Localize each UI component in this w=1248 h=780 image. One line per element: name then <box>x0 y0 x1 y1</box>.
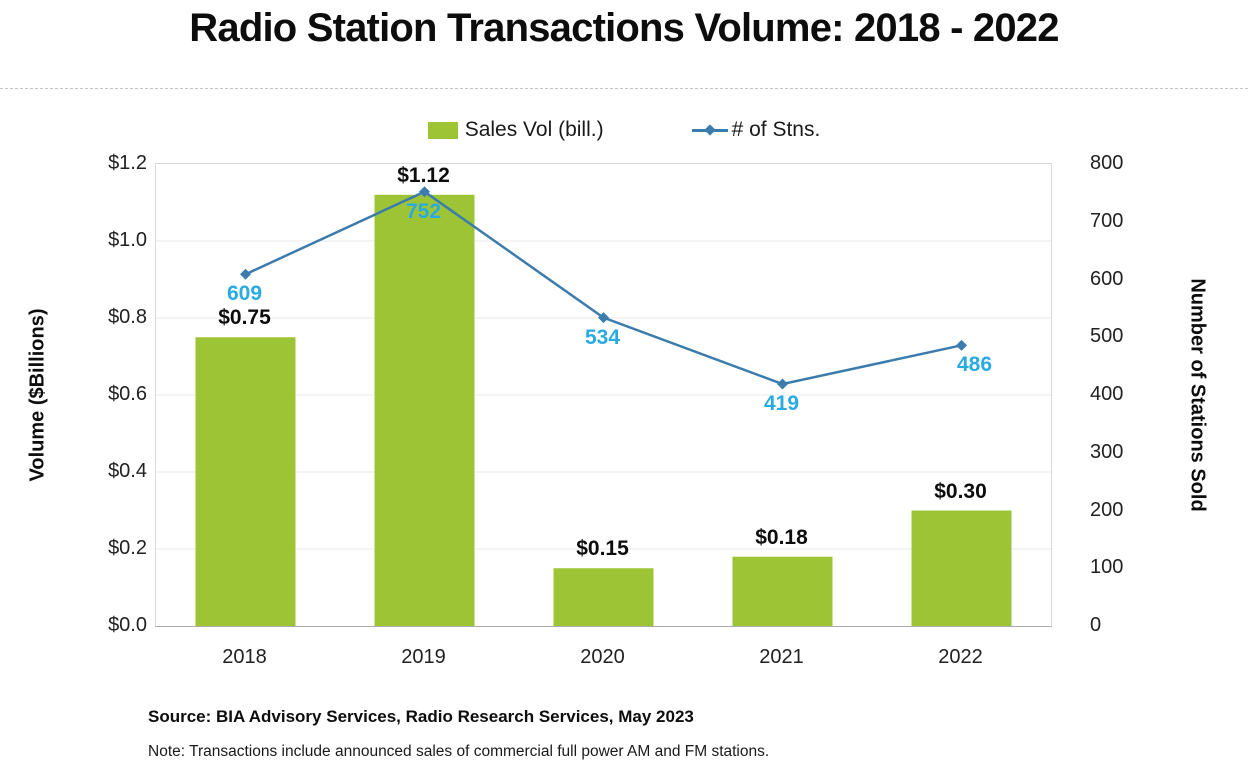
legend-label-stations: # of Stns. <box>731 118 821 141</box>
line-marker-2019 <box>419 186 430 198</box>
plot-canvas <box>156 186 1051 626</box>
right-axis-tick: 0 <box>1090 614 1102 636</box>
bar-value-label-2019: $1.12 <box>397 163 450 187</box>
left-axis-tick: $0.8 <box>108 306 147 328</box>
right-axis-tick: 100 <box>1090 556 1124 579</box>
chart-legend: Sales Vol (bill.) # of Stns. <box>0 118 1248 142</box>
source-text: Source: BIA Advisory Services, Radio Res… <box>148 707 694 726</box>
line-marker-2022 <box>956 339 967 351</box>
legend-item-sales-volume: Sales Vol (bill.) <box>427 118 604 142</box>
line-value-label-2020: 534 <box>584 325 621 349</box>
bar-2021 <box>732 556 833 626</box>
line-marker-2018 <box>240 268 251 280</box>
x-axis-label-2020: 2020 <box>580 646 625 668</box>
bar-value-label-2021: $0.18 <box>755 525 808 549</box>
bar-2020 <box>553 568 654 626</box>
legend-item-stations: # of Stns. <box>691 118 821 142</box>
plot-area <box>155 163 1052 627</box>
x-axis-label-2019: 2019 <box>401 646 446 668</box>
line-marker-2020 <box>598 312 609 324</box>
line-value-label-2021: 419 <box>763 392 800 416</box>
bar-value-label-2022: $0.30 <box>934 479 987 503</box>
legend-label-sales-volume: Sales Vol (bill.) <box>464 118 604 141</box>
right-axis-tick: 700 <box>1090 209 1124 232</box>
left-axis-tick: $1.0 <box>108 229 147 251</box>
note-text: Note: Transactions include announced sal… <box>148 743 770 760</box>
left-axis-tick: $1.2 <box>108 152 147 174</box>
line-value-label-2018: 609 <box>226 282 263 306</box>
bar-2019 <box>374 194 475 626</box>
chart-title: Radio Station Transactions Volume: 2018 … <box>189 6 1059 50</box>
right-axis-title: Number of Stations Sold <box>1186 278 1209 512</box>
right-axis-tick: 300 <box>1090 440 1124 463</box>
title-separator <box>0 88 1248 89</box>
line-value-label-2019: 752 <box>405 199 442 223</box>
left-axis-tick: $0.2 <box>108 537 147 559</box>
right-axis-tick: 800 <box>1090 152 1124 174</box>
line-marker-2021 <box>777 378 788 390</box>
bar-value-label-2018: $0.75 <box>218 306 271 330</box>
bar-2018 <box>195 337 296 626</box>
bar-value-label-2020: $0.15 <box>576 537 629 561</box>
line-series-marker-icon <box>691 124 728 136</box>
bar-2022 <box>911 510 1012 626</box>
line-value-label-2022: 486 <box>956 353 993 377</box>
left-axis-tick: $0.0 <box>108 614 147 636</box>
x-axis-label-2021: 2021 <box>759 646 804 668</box>
right-axis-tick: 400 <box>1090 383 1124 405</box>
right-axis-tick: 500 <box>1090 325 1124 348</box>
right-axis-tick: 600 <box>1090 267 1124 290</box>
x-axis-label-2018: 2018 <box>222 646 267 668</box>
x-axis-label-2022: 2022 <box>938 646 983 668</box>
right-axis-tick: 200 <box>1090 498 1124 521</box>
left-axis-tick: $0.4 <box>108 460 147 482</box>
bar-series-swatch-icon <box>427 121 458 139</box>
left-axis-tick: $0.6 <box>108 383 147 405</box>
